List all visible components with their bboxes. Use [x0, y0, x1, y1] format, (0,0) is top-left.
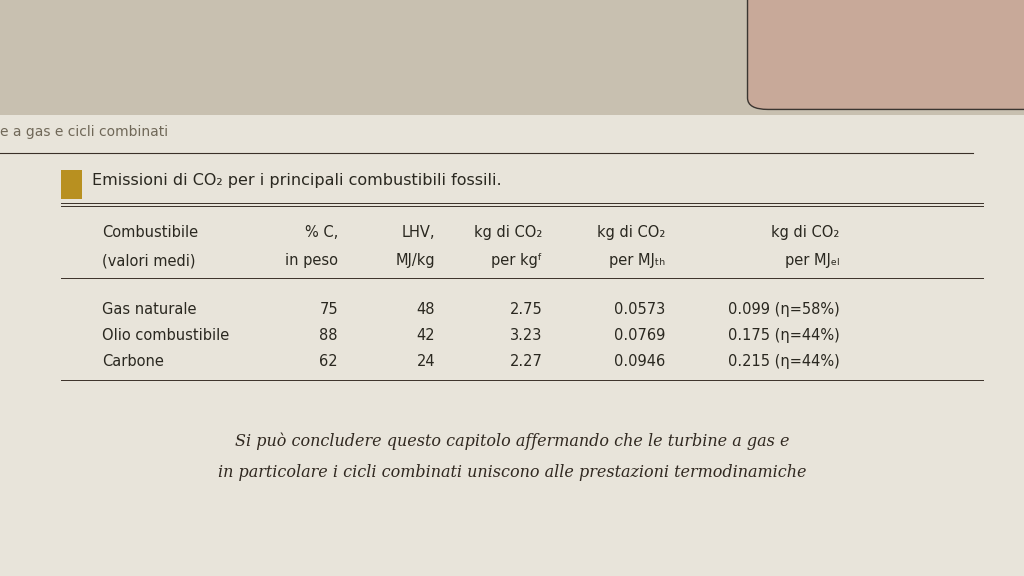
- Text: 0.0946: 0.0946: [614, 354, 666, 369]
- Text: kg di CO₂: kg di CO₂: [597, 225, 666, 240]
- Text: 42: 42: [417, 328, 435, 343]
- Text: Olio combustibile: Olio combustibile: [102, 328, 229, 343]
- Text: kg di CO₂: kg di CO₂: [474, 225, 543, 240]
- Text: Emissioni di CO₂ per i principali combustibili fossili.: Emissioni di CO₂ per i principali combus…: [92, 173, 502, 188]
- Text: Combustibile: Combustibile: [102, 225, 199, 240]
- Text: 0.175 (η=44%): 0.175 (η=44%): [728, 328, 840, 343]
- Text: Gas naturale: Gas naturale: [102, 302, 197, 317]
- FancyBboxPatch shape: [748, 0, 1024, 109]
- Text: 62: 62: [319, 354, 338, 369]
- Text: % C,: % C,: [305, 225, 338, 240]
- Text: MJ/kg: MJ/kg: [395, 253, 435, 268]
- Text: in peso: in peso: [285, 253, 338, 268]
- Text: per kgᶠ: per kgᶠ: [492, 253, 543, 268]
- Text: kg di CO₂: kg di CO₂: [771, 225, 840, 240]
- Text: 0.0769: 0.0769: [614, 328, 666, 343]
- Text: 48: 48: [417, 302, 435, 317]
- Text: e a gas e cicli combinati: e a gas e cicli combinati: [0, 126, 168, 139]
- Text: 75: 75: [319, 302, 338, 317]
- Text: 2.27: 2.27: [510, 354, 543, 369]
- Bar: [61, 170, 82, 199]
- Text: 24: 24: [417, 354, 435, 369]
- Text: in particolare i cicli combinati uniscono alle prestazioni termodinamiche: in particolare i cicli combinati uniscon…: [218, 464, 806, 481]
- Text: 0.0573: 0.0573: [614, 302, 666, 317]
- Text: (valori medi): (valori medi): [102, 253, 196, 268]
- Text: Si può concludere questo capitolo affermando che le turbine a gas e: Si può concludere questo capitolo afferm…: [234, 432, 790, 449]
- Text: per MJₑₗ: per MJₑₗ: [785, 253, 840, 268]
- Text: LHV,: LHV,: [401, 225, 435, 240]
- Text: 88: 88: [319, 328, 338, 343]
- Text: 0.215 (η=44%): 0.215 (η=44%): [728, 354, 840, 369]
- Text: 2.75: 2.75: [510, 302, 543, 317]
- Text: per MJₜₕ: per MJₜₕ: [609, 253, 666, 268]
- Text: 0.099 (η=58%): 0.099 (η=58%): [728, 302, 840, 317]
- Bar: [0, 0, 1024, 115]
- Text: Carbone: Carbone: [102, 354, 164, 369]
- Text: 3.23: 3.23: [510, 328, 543, 343]
